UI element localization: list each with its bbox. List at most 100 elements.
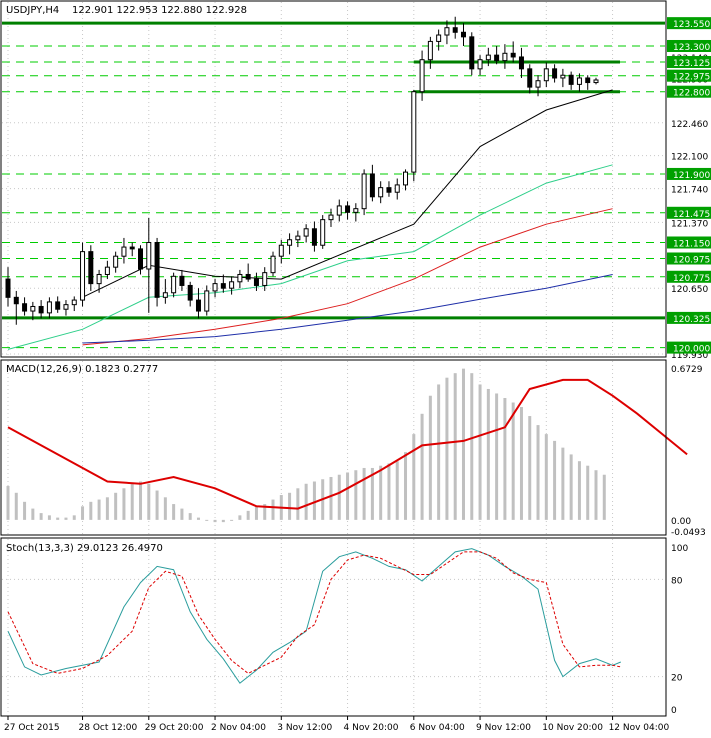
candle <box>328 208 334 227</box>
macd-bar <box>594 470 598 520</box>
macd-bar <box>528 416 532 520</box>
candle-body <box>328 214 334 221</box>
macd-bar <box>577 461 581 520</box>
macd-bar <box>437 384 441 520</box>
candle-body <box>13 296 19 305</box>
macd-bar <box>428 395 432 520</box>
candle <box>229 276 235 295</box>
candle-body <box>543 68 549 82</box>
candle <box>171 272 177 298</box>
macd-bar <box>395 461 399 520</box>
macd-bar <box>246 510 250 520</box>
candle <box>378 181 384 204</box>
candle <box>353 203 359 222</box>
candle-body <box>22 303 28 312</box>
candle-body <box>96 273 102 285</box>
price-tick-label: 121.740 <box>671 186 708 196</box>
candle <box>427 36 433 69</box>
price-tick-label: 120.650 <box>671 285 708 295</box>
candle <box>220 274 226 293</box>
candle <box>303 224 309 243</box>
candle-body <box>195 299 201 312</box>
candle-body <box>535 80 541 88</box>
moving-average-3 <box>82 208 613 346</box>
candle-body <box>104 266 110 275</box>
candle <box>585 75 591 90</box>
candle <box>162 279 168 304</box>
level-price-label: 122.975 <box>673 73 710 83</box>
level-price-tag <box>667 206 711 219</box>
candle <box>419 50 425 101</box>
macd-bar <box>139 481 143 520</box>
candle <box>179 269 185 291</box>
time-tick-label: 29 Oct 20:00 <box>145 723 204 733</box>
candle-body <box>204 290 210 312</box>
level-price-tag <box>667 236 711 249</box>
macd-bar <box>238 515 242 520</box>
macd-bar <box>172 504 176 520</box>
candle-body <box>444 27 450 36</box>
candle <box>510 41 516 63</box>
candle-body <box>394 184 400 193</box>
macd-tick-label: -0.0493 <box>671 528 706 538</box>
candle <box>494 45 500 65</box>
candle-body <box>146 241 152 270</box>
candle <box>287 233 293 255</box>
macd-bar <box>230 519 234 521</box>
level-price-label: 120.775 <box>673 274 710 284</box>
candle-body <box>585 77 591 84</box>
candle <box>245 263 251 282</box>
candle-body <box>552 68 558 79</box>
macd-bar <box>205 519 209 521</box>
macd-bar <box>221 519 225 523</box>
macd-bar <box>420 413 424 520</box>
level-price-tag <box>667 39 711 52</box>
candle-body <box>55 301 61 310</box>
candle <box>369 164 375 202</box>
candle-body <box>494 54 500 62</box>
candle-body <box>411 91 417 173</box>
macd-bar <box>81 506 85 520</box>
candle <box>212 279 218 298</box>
level-price-tag <box>667 17 711 30</box>
macd-bar <box>188 513 192 520</box>
candle <box>386 181 392 197</box>
macd-bar <box>180 508 184 520</box>
candle <box>262 267 268 291</box>
macd-bar <box>354 470 358 520</box>
candle <box>121 237 127 264</box>
candle <box>452 16 458 39</box>
candle-body <box>295 235 301 241</box>
candle <box>88 245 94 291</box>
candle-body <box>369 173 375 198</box>
candle <box>138 245 144 275</box>
price-tick-label: 121.370 <box>671 219 708 229</box>
macd-bar <box>602 474 606 520</box>
time-tick-label: 12 Nov 04:00 <box>609 723 670 733</box>
macd-bar <box>478 384 482 520</box>
time-tick-label: 2 Nov 04:00 <box>211 723 266 733</box>
candle <box>552 64 558 83</box>
time-tick-label: 28 Oct 12:00 <box>79 723 138 733</box>
macd-panel: MACD(12,26,9) 0.1823 0.2777 0.6729 0.00-0… <box>0 359 706 538</box>
level-price-tag <box>667 270 711 283</box>
candle-body <box>38 305 44 314</box>
stoch-label: Stoch(13,3,3) 29.0123 26.4970 <box>6 543 163 554</box>
macd-tick-label: 0.00 <box>671 517 691 527</box>
macd-bar <box>329 476 333 520</box>
candle-body <box>427 40 433 61</box>
candle-body <box>253 278 259 286</box>
level-price-tag <box>667 311 711 324</box>
macd-bar <box>64 517 68 520</box>
macd-bar <box>470 373 474 520</box>
candle-body <box>113 255 119 268</box>
time-tick-label: 3 Nov 12:00 <box>277 723 332 733</box>
macd-bar <box>23 501 27 520</box>
candle <box>477 55 483 76</box>
candle <box>518 47 524 78</box>
candle-body <box>30 305 36 312</box>
moving-average-2 <box>7 164 613 350</box>
candle-body <box>477 59 483 70</box>
price-tick-label: 122.460 <box>671 120 708 130</box>
macd-bar <box>6 486 10 520</box>
